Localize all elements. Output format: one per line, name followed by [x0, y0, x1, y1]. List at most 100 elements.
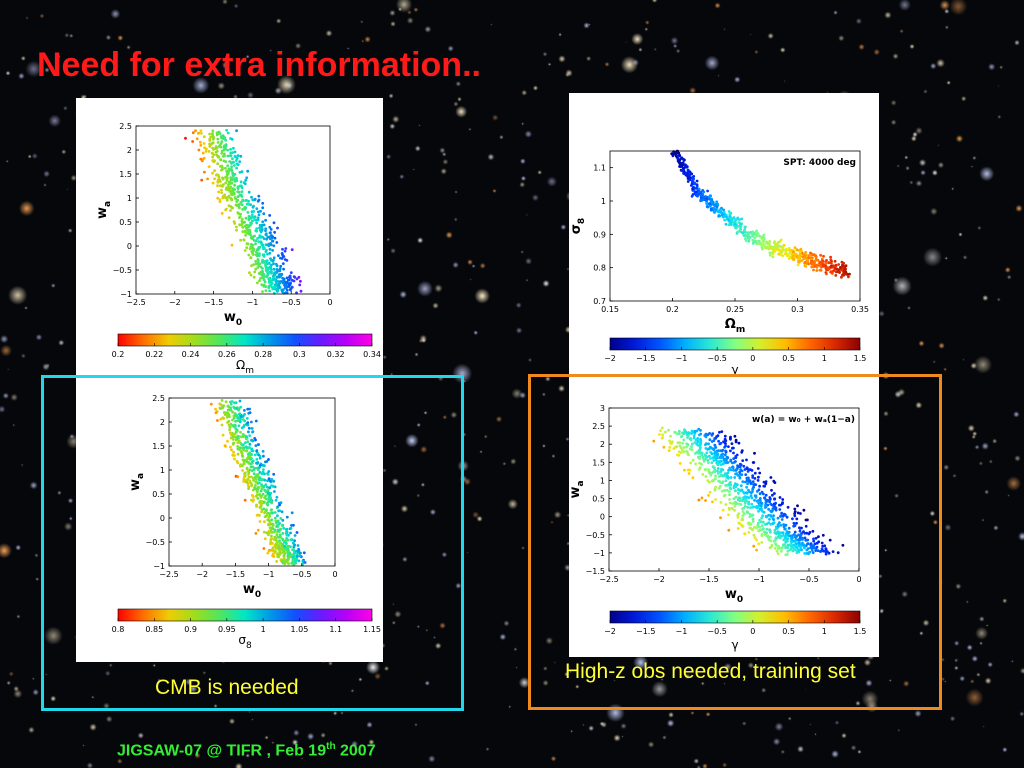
scatter-point [208, 139, 212, 142]
scatter-point [255, 505, 258, 508]
scatter-point [268, 247, 272, 251]
scatter-point [230, 165, 234, 169]
scatter-point [764, 493, 768, 497]
scatter-point [712, 207, 716, 211]
scatter-point [242, 458, 245, 462]
scatter-point [762, 510, 766, 514]
scatter-point [265, 502, 269, 505]
scatter-point [220, 140, 224, 144]
colorbar-tick-label: 0.5 [782, 627, 795, 636]
x-tick-label: −0.5 [292, 570, 311, 579]
scatter-point [274, 498, 278, 502]
scatter-point [733, 484, 736, 488]
scatter-point [264, 250, 268, 254]
scatter-point [258, 505, 262, 509]
scatter-point [812, 537, 815, 541]
scatter-point [243, 182, 247, 186]
scatter-point [263, 488, 267, 492]
scatter-point [691, 187, 694, 191]
scatter-point [248, 468, 252, 472]
scatter-point [690, 445, 693, 449]
scatter-point [224, 413, 228, 417]
scatter-point [697, 498, 701, 502]
colorbar-tick-label: −2 [604, 627, 616, 636]
scatter-point [257, 213, 261, 217]
scatter-point [275, 544, 279, 548]
scatter-point [254, 487, 258, 491]
scatter-point [242, 443, 245, 447]
scatter-point [800, 259, 804, 262]
scatter-point [745, 467, 749, 470]
colorbar-tick-label: 0.22 [145, 350, 163, 359]
scatter-point [229, 192, 233, 196]
scatter-point [770, 488, 773, 492]
scatter-point [261, 449, 265, 453]
scatter-point [225, 411, 228, 414]
scatter-point [254, 419, 258, 423]
scatter-point [773, 547, 777, 550]
scatter-point [232, 191, 236, 195]
scatter-point [266, 235, 270, 239]
scatter-point [728, 508, 731, 511]
scatter-point [279, 264, 283, 268]
scatter-point [247, 190, 251, 194]
scatter-point [769, 514, 773, 517]
scatter-point [206, 177, 210, 181]
scatter-point [684, 430, 688, 434]
scatter-point [244, 437, 248, 441]
scatter-point [235, 129, 239, 133]
scatter-point [243, 206, 247, 209]
scatter-point [728, 217, 732, 220]
y-tick-label: 1 [600, 476, 605, 485]
scatter-point [275, 268, 279, 271]
scatter-point [269, 270, 273, 273]
scatter-point [762, 480, 766, 484]
scatter-point [282, 267, 285, 271]
scatter-point [232, 164, 236, 167]
scatter-point [805, 538, 809, 542]
scatter-point [793, 530, 797, 534]
scatter-point [720, 430, 724, 433]
scatter-point [216, 180, 220, 184]
scatter-point [229, 154, 233, 158]
scatter-point [266, 551, 270, 555]
scatter-point [740, 217, 744, 221]
scatter-point [231, 435, 235, 439]
scatter-point [798, 256, 802, 259]
scatter-point [251, 198, 255, 202]
scatter-point [732, 457, 736, 460]
scatter-point [271, 527, 275, 531]
scatter-point [257, 246, 261, 249]
scatter-point [221, 416, 225, 420]
scatter-point [281, 537, 285, 541]
scatter-point [809, 251, 812, 255]
scatter-point [679, 157, 682, 161]
chart-panel-top-left: −2.5 −2 −1.5 −1 −0.5 0 −1 −0.5 0 0.5 1 1.5 2 2.5 w0 wa 0… [76, 98, 383, 380]
scatter-point [772, 539, 776, 543]
scatter-point [246, 169, 250, 173]
scatter-point [742, 233, 746, 237]
scatter-point [739, 499, 743, 502]
scatter-point [271, 277, 275, 281]
scatter-point [251, 253, 255, 256]
scatter-point [719, 473, 723, 477]
scatter-point [221, 167, 224, 171]
scatter-point [736, 230, 740, 234]
scatter-point [667, 449, 671, 452]
scatter-point [697, 187, 701, 191]
scatter-point [765, 531, 768, 535]
scatter-point [775, 527, 778, 530]
scatter-point [744, 239, 748, 243]
scatter-point [707, 469, 711, 473]
scatter-point [262, 255, 266, 258]
x-axis-label: w0 [725, 587, 743, 605]
scatter-point [795, 521, 798, 525]
scatter-point [824, 261, 828, 265]
scatter-point [266, 252, 269, 256]
scatter-point [700, 453, 704, 457]
scatter-point [747, 502, 750, 506]
scatter-point [276, 553, 279, 556]
scatter-point [284, 291, 288, 295]
scatter-point [268, 479, 272, 483]
scatter-point [228, 182, 232, 186]
